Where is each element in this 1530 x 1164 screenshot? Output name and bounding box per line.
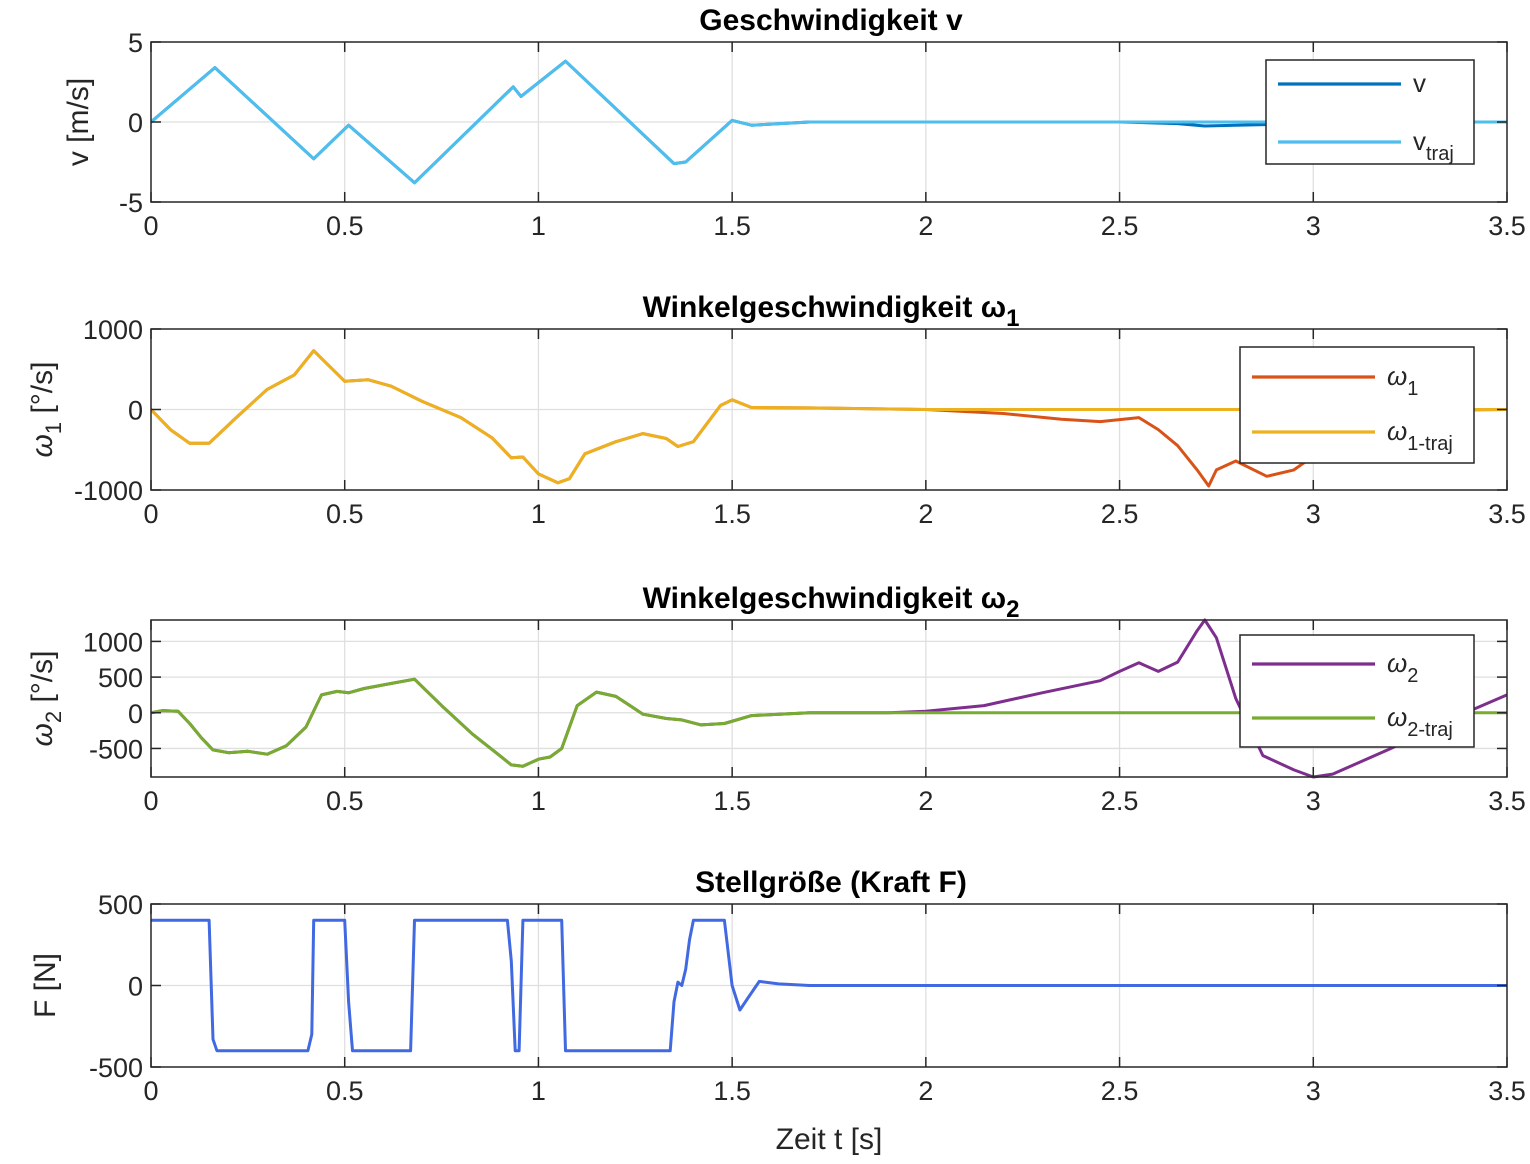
legend-label-ω2: ω2: [1387, 648, 1418, 687]
x-tick-label: 0.5: [326, 211, 364, 241]
y-tick-label: 500: [98, 663, 143, 693]
y-axis-label: ω1 [°/s]: [26, 362, 66, 458]
y-tick-label: 0: [128, 699, 143, 729]
y-tick-label: 0: [128, 972, 143, 1002]
x-tick-label: 1: [531, 1076, 546, 1106]
x-tick-label: 3.5: [1488, 1076, 1526, 1106]
y-tick-label: 1000: [83, 627, 143, 657]
y-axis-label: ω2 [°/s]: [26, 651, 66, 747]
legend-label-v: v: [1413, 68, 1426, 98]
x-tick-label: 3.5: [1488, 211, 1526, 241]
x-tick-label: 0.5: [326, 786, 364, 816]
x-tick-label: 2: [918, 1076, 933, 1106]
x-tick-label: 0: [143, 1076, 158, 1106]
y-tick-label: -500: [89, 1053, 143, 1083]
legend-label-ω2-traj: ω2-traj: [1387, 702, 1453, 741]
x-tick-label: 1.5: [713, 211, 751, 241]
y-tick-label: 1000: [83, 315, 143, 345]
legend-box: [1239, 346, 1475, 464]
x-tick-label: 2: [918, 499, 933, 529]
x-tick-label: 2.5: [1101, 499, 1139, 529]
x-tick-label: 3: [1306, 211, 1321, 241]
series-group: [151, 918, 1507, 1053]
subplot-2: 0 0.5 1 1.5 2 2.5 3 3.5-100001000Winkelgeschwin…: [26, 291, 1526, 529]
x-tick-label: 2.5: [1101, 786, 1139, 816]
y-tick-label: 0: [128, 108, 143, 138]
y-tick-label: -500: [89, 734, 143, 764]
series-line-F: [151, 918, 1507, 1053]
axes-frame: [150, 619, 1508, 778]
legend-box: [1265, 59, 1475, 165]
y-tick-label: 5: [128, 28, 143, 58]
y-tick-label: 500: [98, 890, 143, 920]
x-tick-label: 3.5: [1488, 786, 1526, 816]
y-tick-label: 0: [128, 396, 143, 426]
subplot-3: 0 0.5 1 1.5 2 2.5 3 3.5-50005001000Winkelgeschw…: [26, 582, 1526, 816]
y-tick-label: -5: [119, 188, 143, 218]
y-axis-label: v [m/s]: [62, 78, 95, 166]
legend: ω2 ω2-traj: [1239, 634, 1475, 748]
x-tick-label: 3: [1306, 499, 1321, 529]
x-tick-label: 0: [143, 786, 158, 816]
x-axis-label: Zeit t [s]: [776, 1123, 883, 1156]
series-group: [151, 349, 1507, 488]
y-tick-label: -1000: [74, 476, 143, 506]
legend-label-ω1-traj: ω1-traj: [1387, 416, 1453, 455]
x-tick-label: 3.5: [1488, 499, 1526, 529]
x-tick-label: 0.5: [326, 1076, 364, 1106]
series-line-ω2-traj: [151, 677, 1507, 768]
series-line-v_traj: [151, 59, 1507, 185]
legend-label-v_traj: vtraj: [1413, 126, 1454, 165]
y-axis-label: F [N]: [29, 953, 62, 1018]
x-tick-label: 3: [1306, 786, 1321, 816]
x-tick-label: 1: [531, 499, 546, 529]
legend-label-ω1: ω1: [1387, 361, 1418, 400]
x-tick-label: 1.5: [713, 786, 751, 816]
legend-box: [1239, 634, 1475, 748]
legend: ω1 ω1-traj: [1239, 346, 1475, 464]
x-tick-label: 3: [1306, 1076, 1321, 1106]
x-tick-label: 1.5: [713, 1076, 751, 1106]
legend: v vtraj: [1265, 59, 1475, 165]
x-tick-label: 1: [531, 786, 546, 816]
x-tick-label: 0: [143, 211, 158, 241]
x-tick-label: 1.5: [713, 499, 751, 529]
chart-title: Winkelgeschwindigkeit ω1: [643, 291, 1020, 332]
x-tick-label: 1: [531, 211, 546, 241]
chart-title: Winkelgeschwindigkeit ω2: [643, 582, 1020, 623]
x-tick-label: 2: [918, 211, 933, 241]
series-line-ω1-traj: [151, 349, 1507, 485]
x-tick-label: 2.5: [1101, 1076, 1139, 1106]
x-tick-label: 0.5: [326, 499, 364, 529]
x-tick-label: 2.5: [1101, 211, 1139, 241]
x-tick-label: 2: [918, 786, 933, 816]
chart-title: Stellgröße (Kraft F): [695, 866, 967, 899]
chart-title: Geschwindigkeit v: [699, 4, 963, 37]
x-tick-label: 0: [143, 499, 158, 529]
